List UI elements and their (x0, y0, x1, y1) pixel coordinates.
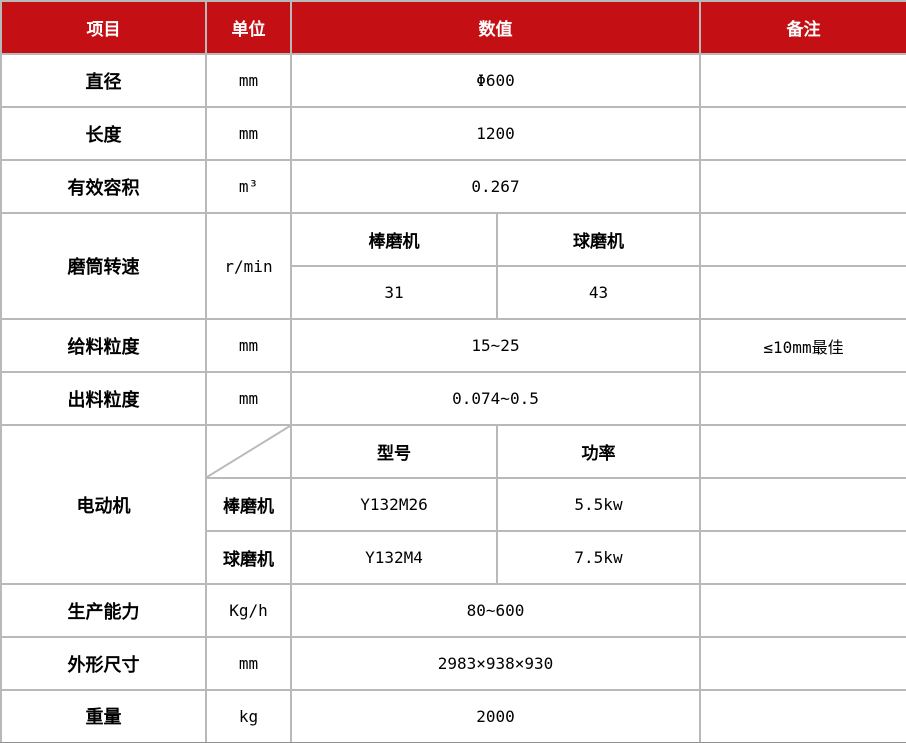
remark-cell (699, 583, 906, 638)
item-label: 磨筒转速 (0, 212, 207, 320)
item-label: 有效容积 (0, 159, 207, 214)
unit-cell: mm (205, 371, 292, 426)
unit-cell: mm (205, 318, 292, 373)
row-diameter: 直径 mm Φ600 (0, 53, 906, 108)
header-unit: 单位 (205, 0, 292, 55)
item-label: 直径 (0, 53, 207, 108)
row-motor-headers: 电动机 型号 功率 (0, 424, 906, 585)
item-label: 外形尺寸 (0, 636, 207, 691)
row-capacity: 生产能力 Kg/h 80~600 (0, 583, 906, 638)
row-motor-ball: 球磨机 Y132M4 7.5kw (1, 530, 906, 585)
remark-cell (699, 106, 906, 161)
value-cell: 0.074~0.5 (290, 371, 701, 426)
value-cell: 2000 (290, 689, 701, 743)
row-volume: 有效容积 m³ 0.267 (0, 159, 906, 214)
unit-cell: Kg/h (205, 583, 292, 638)
header-remark: 备注 (699, 0, 906, 55)
value-cell: Φ600 (290, 53, 701, 108)
value-cell: 2983×938×930 (290, 636, 701, 691)
header-item: 项目 (0, 0, 207, 55)
remark-cell (699, 159, 906, 214)
item-label: 重量 (0, 689, 207, 743)
row-motor-rod: 棒磨机 Y132M26 5.5kw (1, 477, 906, 532)
value-cell: 15~25 (290, 318, 701, 373)
diagonal-line (207, 426, 290, 477)
value-cell: 80~600 (290, 583, 701, 638)
subheader-ball-mill: 球磨机 (496, 212, 701, 267)
value-cell: 1200 (290, 106, 701, 161)
unit-cell: m³ (205, 159, 292, 214)
value-cell-ball-speed: 43 (496, 265, 701, 320)
value-cell-rod-speed: 31 (290, 265, 498, 320)
value-cell-rod-power: 5.5kw (496, 477, 701, 532)
row-drum-speed-headers: 磨筒转速 r/min 棒磨机 球磨机 (0, 212, 906, 320)
item-label: 给料粒度 (0, 318, 207, 373)
value-cell-ball-model: Y132M4 (290, 530, 498, 585)
unit-cell: r/min (205, 212, 292, 320)
unit-cell: mm (205, 53, 292, 108)
remark-cell (699, 53, 906, 108)
value-cell-rod-model: Y132M26 (290, 477, 498, 532)
header-value: 数值 (290, 0, 701, 55)
remark-cell (699, 371, 906, 426)
remark-cell (699, 477, 906, 532)
remark-cell (699, 689, 906, 743)
remark-cell (699, 265, 906, 320)
item-label: 长度 (0, 106, 207, 161)
remark-cell (699, 424, 906, 479)
value-cell-ball-power: 7.5kw (496, 530, 701, 585)
item-label: 出料粒度 (0, 371, 207, 426)
item-label: 电动机 (0, 424, 207, 585)
row-discharge-size: 出料粒度 mm 0.074~0.5 (0, 371, 906, 426)
row-dimensions: 外形尺寸 mm 2983×938×930 (0, 636, 906, 691)
header-row: 项目 单位 数值 备注 (0, 0, 906, 55)
diagonal-split-cell (205, 424, 292, 479)
row-weight: 重量 kg 2000 (0, 689, 906, 743)
remark-cell (699, 530, 906, 585)
remark-cell: ≤10mm最佳 (699, 318, 906, 373)
remark-cell (699, 636, 906, 691)
item-label: 生产能力 (0, 583, 207, 638)
motor-rod-label: 棒磨机 (205, 477, 292, 532)
unit-cell: mm (205, 636, 292, 691)
subheader-power: 功率 (496, 424, 701, 479)
subheader-model: 型号 (290, 424, 498, 479)
row-feed-size: 给料粒度 mm 15~25 ≤10mm最佳 (0, 318, 906, 373)
value-cell: 0.267 (290, 159, 701, 214)
motor-ball-label: 球磨机 (205, 530, 292, 585)
row-length: 长度 mm 1200 (0, 106, 906, 161)
unit-cell: mm (205, 106, 292, 161)
remark-cell (699, 212, 906, 267)
subheader-rod-mill: 棒磨机 (290, 212, 498, 267)
unit-cell: kg (205, 689, 292, 743)
